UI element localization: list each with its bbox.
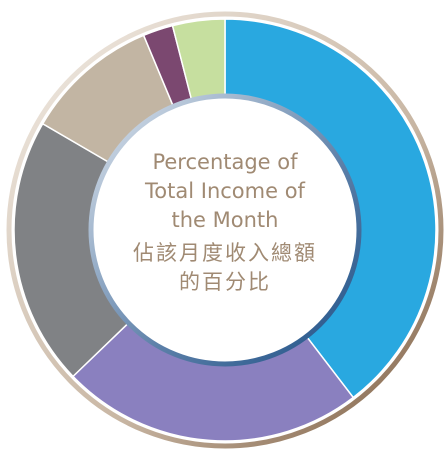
chart-subtitle: 佔該月度收入總額的百分比 [133,241,317,294]
inner-rim [88,93,362,367]
outer-rim [6,11,444,449]
chart-title: Percentage of Total Income of the Month [145,150,305,232]
center-label: Percentage of Total Income of the Month … [125,148,325,297]
